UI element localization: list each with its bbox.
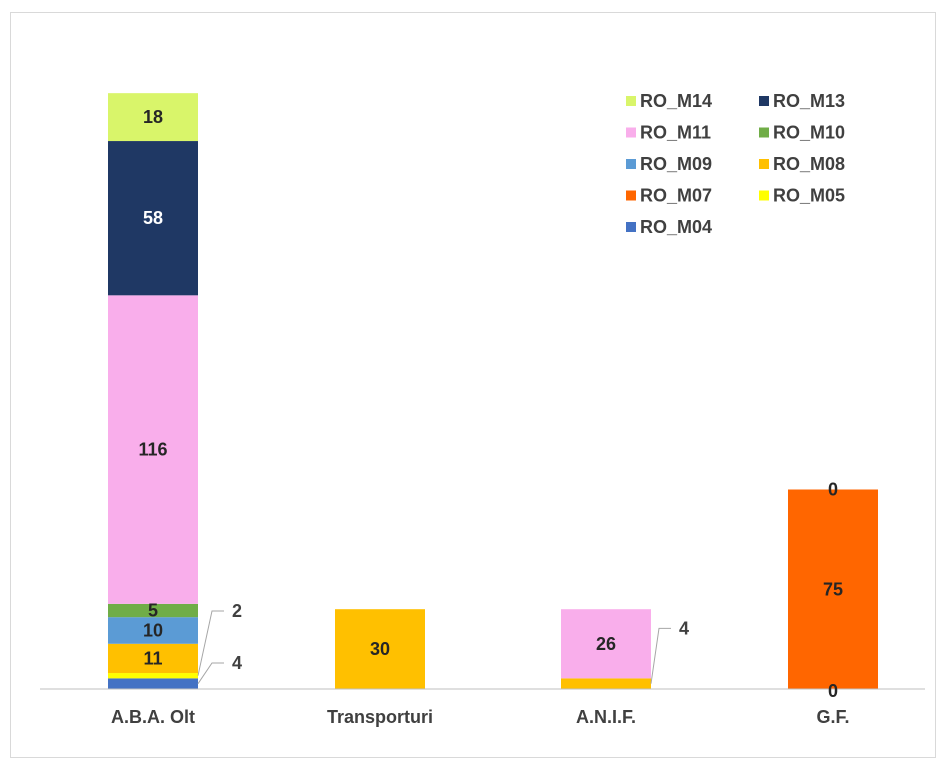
bar-a-b-a-olt-ro-m05 <box>108 673 198 679</box>
bar-a-b-a-olt-ro-m09 <box>108 617 198 644</box>
bar-a-n-i-f-ro-m11 <box>561 609 651 679</box>
leader-line-a-b-a-olt-ro-m04 <box>197 662 224 684</box>
legend-label-ro-m13: RO_M13 <box>773 91 845 111</box>
data-label-a-n-i-f-ro-m08: 4 <box>679 618 689 638</box>
legend-swatch-ro-m08 <box>759 159 769 169</box>
data-label-a-b-a-olt-ro-m08: 11 <box>143 648 162 668</box>
legend-swatch-ro-m10 <box>759 127 769 138</box>
data-label-transporturi-ro-m08: 30 <box>370 639 390 659</box>
legend-label-ro-m10: RO_M10 <box>773 123 845 143</box>
legend-label-ro-m04: RO_M04 <box>640 217 712 237</box>
bar-transporturi-ro-m08 <box>335 609 425 689</box>
bar-a-b-a-olt-ro-m14 <box>108 93 198 142</box>
legend-swatch-ro-m09 <box>626 159 636 169</box>
data-label-g-f-ro-m07-top: 0 <box>828 480 838 500</box>
legend-label-ro-m14: RO_M14 <box>640 91 712 111</box>
data-label-a-b-a-olt-ro-m14: 18 <box>143 107 163 127</box>
x-tick-label-a-n-i-f: A.N.I.F. <box>576 707 636 727</box>
legend-label-ro-m07: RO_M07 <box>640 186 712 206</box>
legend-swatch-ro-m07 <box>626 190 636 201</box>
bar-a-b-a-olt-ro-m08 <box>108 643 198 674</box>
legend-swatch-ro-m13 <box>759 96 769 106</box>
data-label-a-b-a-olt-ro-m10: 5 <box>148 601 158 621</box>
bar-a-b-a-olt-ro-m04 <box>108 678 198 689</box>
bar-a-b-a-olt-ro-m13 <box>108 141 198 296</box>
bar-a-n-i-f-ro-m08 <box>561 678 651 689</box>
x-tick-label-a-b-a-olt: A.B.A. Olt <box>111 707 195 727</box>
data-label-g-f-ro-m07: 75 <box>823 579 843 599</box>
bar-a-b-a-olt-ro-m10 <box>108 603 198 618</box>
legend-label-ro-m05: RO_M05 <box>773 186 845 206</box>
legend-swatch-ro-m05 <box>759 190 769 201</box>
x-tick-label-g-f: G.F. <box>816 707 849 727</box>
leader-line-a-b-a-olt-ro-m05 <box>197 610 224 676</box>
data-label-a-b-a-olt-ro-m09: 10 <box>143 620 163 640</box>
x-tick-label-transporturi: Transporturi <box>327 707 433 727</box>
bar-g-f-ro-m07 <box>788 489 878 689</box>
legend-swatch-ro-m04 <box>626 222 636 232</box>
leader-line-a-n-i-f-ro-m08 <box>650 627 671 684</box>
bar-a-b-a-olt-ro-m11 <box>108 295 198 604</box>
legend-label-ro-m11: RO_M11 <box>640 123 711 143</box>
legend-label-ro-m09: RO_M09 <box>640 154 712 174</box>
data-label-a-b-a-olt-ro-m11: 116 <box>138 440 167 460</box>
data-label-g-f-ro-m07-base: 0 <box>828 681 838 701</box>
legend-label-ro-m08: RO_M08 <box>773 154 845 174</box>
data-label-a-n-i-f-ro-m11: 26 <box>596 634 616 654</box>
data-label-a-b-a-olt-ro-m13: 58 <box>143 208 163 228</box>
legend-swatch-ro-m11 <box>626 127 636 138</box>
data-label-a-b-a-olt-ro-m05: 2 <box>232 601 242 621</box>
data-label-a-b-a-olt-ro-m04: 4 <box>232 653 242 673</box>
legend-swatch-ro-m14 <box>626 96 636 106</box>
